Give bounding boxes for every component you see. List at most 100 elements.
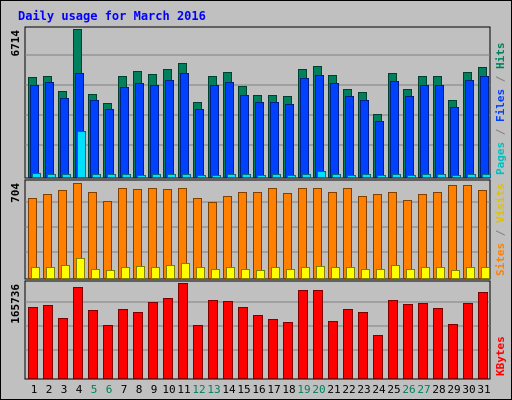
ylabel-part: Hits xyxy=(494,43,507,70)
bar-kbytes-day-16 xyxy=(253,315,263,379)
bar-kbytes-day-4 xyxy=(73,287,83,379)
x-tick-label-day-17: 17 xyxy=(267,383,280,396)
bar-files-day-29 xyxy=(450,107,459,178)
bar-files-day-30 xyxy=(465,80,474,178)
bar-visits-day-14 xyxy=(226,267,235,279)
bar-pages-day-2 xyxy=(47,174,56,178)
bar-visits-day-18 xyxy=(286,269,295,279)
x-tick-label-day-7: 7 xyxy=(121,383,128,396)
bar-sites-day-14 xyxy=(223,196,232,279)
panel-kbytes: 165736 KBytes xyxy=(9,280,507,380)
x-tick-label-day-24: 24 xyxy=(372,383,386,396)
bar-sites-day-1 xyxy=(28,198,37,279)
bar-files-day-28 xyxy=(435,85,444,178)
x-tick-label-day-29: 29 xyxy=(447,383,460,396)
bar-sites-day-18 xyxy=(283,193,292,279)
bar-sites-day-21 xyxy=(328,192,337,279)
x-tick-label-day-21: 21 xyxy=(327,383,340,396)
bar-pages-day-31 xyxy=(482,174,491,178)
bar-pages-day-15 xyxy=(242,174,251,178)
panel-hits-files-pages-bars xyxy=(28,29,491,178)
bar-pages-day-14 xyxy=(227,174,236,178)
bar-files-day-14 xyxy=(225,82,234,178)
bar-files-day-8 xyxy=(135,83,144,178)
bar-pages-day-20 xyxy=(317,171,326,178)
bar-files-day-26 xyxy=(405,96,414,178)
bar-pages-day-12 xyxy=(197,175,206,178)
bar-pages-day-18 xyxy=(287,175,296,178)
bar-sites-day-9 xyxy=(148,188,157,279)
bar-pages-day-27 xyxy=(422,174,431,178)
bar-visits-day-17 xyxy=(271,267,280,279)
x-tick-label-day-22: 22 xyxy=(342,383,355,396)
bar-visits-day-12 xyxy=(196,267,205,279)
bar-visits-day-24 xyxy=(376,269,385,279)
bar-pages-day-19 xyxy=(302,174,311,178)
bar-kbytes-day-10 xyxy=(163,298,173,379)
bar-visits-day-3 xyxy=(61,265,70,279)
bar-kbytes-day-14 xyxy=(223,301,233,379)
bar-files-day-21 xyxy=(330,83,339,178)
bar-visits-day-7 xyxy=(121,267,130,279)
bar-files-day-1 xyxy=(30,85,39,178)
bar-files-day-20 xyxy=(315,75,324,178)
bar-pages-day-10 xyxy=(167,174,176,178)
x-tick-label-day-11: 11 xyxy=(177,383,190,396)
x-tick-label-day-1: 1 xyxy=(31,383,38,396)
bar-visits-day-9 xyxy=(151,267,160,279)
bar-pages-day-5 xyxy=(92,174,101,178)
x-tick-label-day-4: 4 xyxy=(76,383,83,396)
bar-files-day-5 xyxy=(90,100,99,178)
bar-pages-day-22 xyxy=(347,175,356,178)
bar-sites-day-24 xyxy=(373,194,382,279)
bar-files-day-19 xyxy=(300,78,309,178)
bar-visits-day-31 xyxy=(481,267,490,279)
bar-visits-day-8 xyxy=(136,266,145,279)
panel-hits-files-pages: 6714 Pages / Files / Hits xyxy=(9,26,507,179)
bar-pages-day-29 xyxy=(452,175,461,178)
bar-kbytes-day-15 xyxy=(238,307,248,379)
bar-files-day-27 xyxy=(420,85,429,178)
bar-files-day-16 xyxy=(255,102,264,178)
bar-sites-day-22 xyxy=(343,188,352,279)
bar-sites-day-12 xyxy=(193,198,202,279)
bar-sites-day-13 xyxy=(208,202,217,279)
x-tick-label-day-31: 31 xyxy=(477,383,490,396)
bar-files-day-2 xyxy=(45,82,54,178)
bar-pages-day-16 xyxy=(257,175,266,178)
panel-hits-files-pages-ylabel: Pages / Files / Hits xyxy=(494,43,507,176)
bar-kbytes-day-27 xyxy=(418,303,428,379)
ylabel-part: / xyxy=(494,69,507,89)
bar-kbytes-day-24 xyxy=(373,335,383,379)
bar-files-day-22 xyxy=(345,96,354,178)
x-tick-label-day-25: 25 xyxy=(387,383,400,396)
bar-sites-day-6 xyxy=(103,201,112,279)
bar-pages-day-24 xyxy=(377,175,386,178)
bar-files-day-11 xyxy=(180,73,189,178)
bar-files-day-3 xyxy=(60,98,69,178)
bar-sites-day-15 xyxy=(238,192,247,279)
x-tick-label-day-9: 9 xyxy=(151,383,158,396)
bar-kbytes-day-29 xyxy=(448,324,458,379)
ylabel-part: KBytes xyxy=(494,336,507,376)
bar-kbytes-day-6 xyxy=(103,325,113,379)
bar-visits-day-27 xyxy=(421,267,430,279)
panel-sites-visits-ymax-label: 704 xyxy=(9,183,22,203)
bar-pages-day-26 xyxy=(407,175,416,178)
bar-kbytes-day-7 xyxy=(118,309,128,379)
bar-sites-day-5 xyxy=(88,192,97,279)
bar-sites-day-16 xyxy=(253,192,262,279)
bar-pages-day-1 xyxy=(32,173,41,178)
bar-files-day-18 xyxy=(285,104,294,178)
x-axis-day-labels: 1 2 3 4 5 6 7 8 9 10 11 12 13 14 15 16 17 18 19 20 21 22 23 24 2… xyxy=(31,383,491,396)
bar-kbytes-day-22 xyxy=(343,309,353,379)
chart-title: Daily usage for March 2016 xyxy=(18,9,206,23)
bar-pages-day-6 xyxy=(107,174,116,178)
ylabel-part: Visits xyxy=(494,183,507,223)
bar-files-day-23 xyxy=(360,100,369,178)
bar-sites-day-30 xyxy=(463,185,472,279)
x-tick-label-day-12: 12 xyxy=(192,383,205,396)
panel-hits-files-pages-ymax-label: 6714 xyxy=(9,30,22,57)
bar-kbytes-day-25 xyxy=(388,300,398,379)
